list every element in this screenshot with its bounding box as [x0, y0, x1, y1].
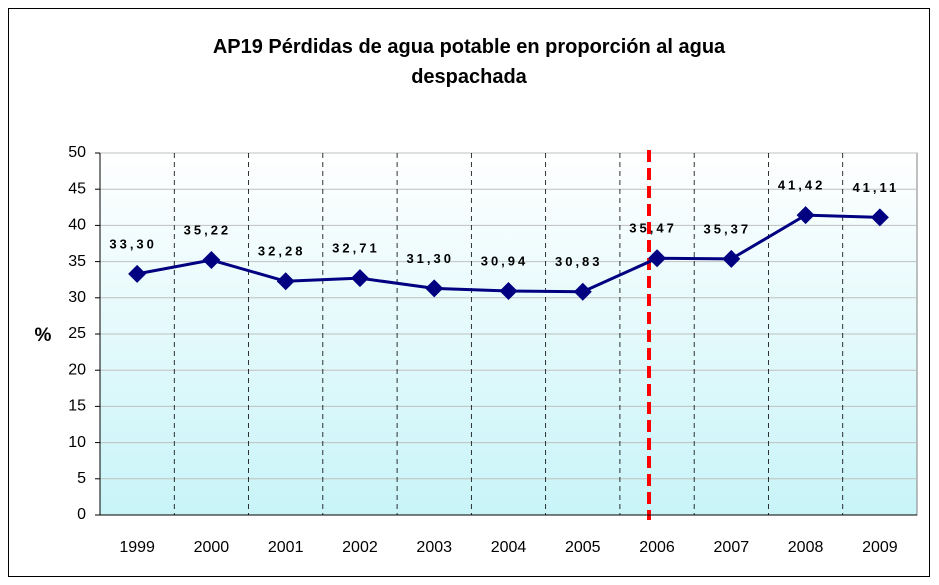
layer	[100, 152, 917, 516]
data-label: 30,94	[481, 253, 529, 268]
x-tick-label: 2006	[639, 539, 675, 556]
y-axis-label: %	[35, 325, 52, 346]
data-label: 35,22	[184, 222, 232, 237]
y-tick-label: 50	[68, 144, 86, 161]
x-tick-label: 2000	[194, 539, 230, 556]
y-tick-label: 25	[68, 325, 86, 342]
data-point	[276, 272, 295, 291]
data-point	[870, 208, 889, 227]
data-label: 41,42	[778, 178, 826, 193]
data-point	[499, 281, 518, 300]
y-tick-label: 45	[68, 180, 86, 197]
data-point	[796, 206, 815, 225]
x-tick-label: 2001	[268, 539, 304, 556]
data-point	[425, 279, 444, 298]
x-tick-label: 2002	[342, 539, 378, 556]
x-tick-label: 2005	[565, 539, 601, 556]
data-label: 30,83	[555, 254, 603, 269]
x-tick-label: 2007	[714, 539, 750, 556]
y-tick-label: 40	[68, 217, 86, 234]
data-label: 32,28	[258, 244, 306, 259]
x-tick-label: 2003	[416, 539, 452, 556]
y-tick-label: 20	[68, 361, 86, 378]
data-point	[350, 269, 369, 288]
data-point	[648, 249, 667, 268]
data-label: 32,71	[332, 241, 380, 256]
data-label: 35,47	[629, 221, 677, 236]
data-point	[202, 251, 221, 270]
data-label: 41,11	[852, 180, 899, 195]
x-tick-label: 2008	[788, 539, 824, 556]
x-tick-label: 2004	[491, 539, 527, 556]
y-tick-label: 35	[68, 253, 86, 270]
y-tick-label: 10	[68, 434, 86, 451]
chart-title: AP19 Pérdidas de agua potable en proporc…	[212, 36, 726, 88]
x-tick-label: 1999	[119, 539, 155, 556]
data-label: 35,37	[704, 221, 752, 236]
data-label: 31,30	[406, 251, 454, 266]
data-point	[128, 264, 147, 283]
data-point	[573, 282, 592, 301]
data-point	[722, 249, 741, 268]
y-tick-label: 15	[68, 398, 86, 415]
data-label: 33,30	[109, 236, 157, 251]
y-tick-label: 30	[68, 289, 86, 306]
y-tick-label: 0	[77, 506, 86, 523]
x-tick-label: 2009	[862, 539, 898, 556]
y-tick-label: 5	[77, 470, 86, 487]
